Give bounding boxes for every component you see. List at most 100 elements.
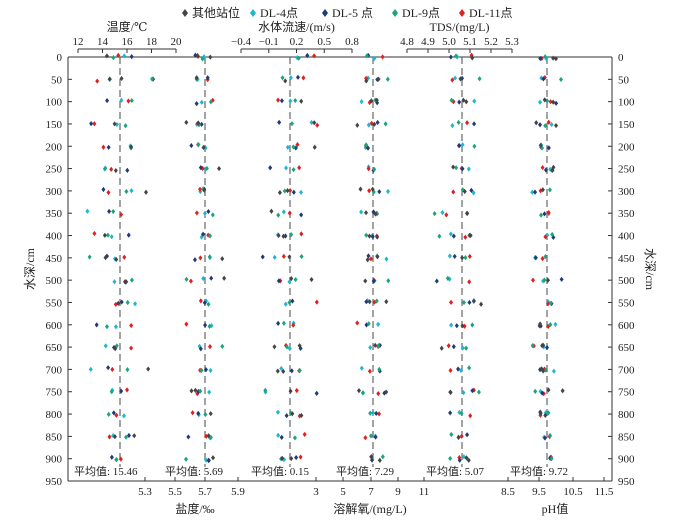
data-point-145 bbox=[222, 275, 227, 281]
data-point-436 bbox=[479, 301, 484, 307]
data-point-253 bbox=[279, 365, 284, 372]
data-point-437 bbox=[471, 298, 476, 304]
data-point-63 bbox=[104, 324, 109, 330]
data-point-201 bbox=[312, 120, 317, 126]
ytick-label-left-10: 500 bbox=[46, 275, 63, 287]
data-point-366 bbox=[374, 410, 379, 417]
data-point-524 bbox=[531, 277, 536, 283]
data-point-192 bbox=[288, 98, 293, 104]
data-point-310 bbox=[385, 188, 390, 195]
data-point-541 bbox=[530, 343, 535, 349]
legend-label-1: DL-4点 bbox=[260, 6, 298, 20]
data-point-454 bbox=[470, 388, 475, 394]
data-point-240 bbox=[314, 299, 319, 305]
data-point-70 bbox=[110, 366, 115, 373]
ytick-label-left-15: 750 bbox=[46, 387, 63, 399]
data-point-469 bbox=[457, 457, 462, 463]
data-point-146 bbox=[204, 298, 209, 304]
data-point-457 bbox=[448, 389, 453, 396]
data-point-527 bbox=[545, 277, 550, 283]
data-point-81 bbox=[106, 411, 111, 418]
data-point-390 bbox=[457, 99, 462, 105]
data-point-148 bbox=[202, 300, 207, 306]
data-point-289 bbox=[364, 78, 369, 84]
data-point-89 bbox=[118, 456, 123, 462]
data-point-242 bbox=[287, 299, 292, 306]
data-point-490 bbox=[546, 119, 551, 125]
data-point-122 bbox=[217, 165, 222, 172]
data-point-4 bbox=[104, 53, 109, 59]
data-point-6 bbox=[95, 78, 100, 84]
data-point-452 bbox=[461, 390, 466, 396]
data-point-116 bbox=[196, 142, 201, 148]
data-point-388 bbox=[472, 98, 477, 104]
data-point-340 bbox=[372, 299, 377, 305]
ytick-label-right-9: 450 bbox=[618, 253, 635, 265]
data-point-157 bbox=[220, 343, 225, 349]
data-point-418 bbox=[463, 234, 468, 240]
data-point-354 bbox=[359, 365, 364, 371]
data-point-315 bbox=[358, 186, 363, 192]
data-point-137 bbox=[198, 255, 203, 261]
data-point-445 bbox=[451, 343, 456, 350]
ytick-label-left-19: 950 bbox=[46, 476, 63, 488]
data-point-320 bbox=[364, 210, 369, 216]
data-point-547 bbox=[543, 367, 548, 373]
data-point-2 bbox=[129, 54, 134, 60]
data-point-269 bbox=[299, 412, 304, 419]
ytick-label-right-13: 650 bbox=[618, 342, 635, 354]
data-point-476 bbox=[543, 54, 548, 60]
data-point-471 bbox=[464, 455, 469, 461]
data-point-312 bbox=[377, 189, 382, 195]
data-point-422 bbox=[467, 232, 472, 238]
ytick-label-right-12: 600 bbox=[618, 320, 635, 332]
data-point-3 bbox=[111, 55, 116, 61]
data-point-41 bbox=[126, 232, 131, 238]
data-point-324 bbox=[370, 234, 375, 240]
data-point-187 bbox=[288, 75, 293, 81]
bottom-tick-label-0-1: 5.5 bbox=[168, 486, 182, 498]
data-point-309 bbox=[372, 166, 377, 173]
data-point-221 bbox=[269, 208, 274, 214]
data-point-231 bbox=[299, 253, 304, 260]
data-point-80 bbox=[111, 410, 116, 416]
data-point-311 bbox=[367, 188, 372, 194]
data-point-380 bbox=[448, 54, 453, 60]
data-point-28 bbox=[102, 166, 107, 172]
data-point-459 bbox=[468, 413, 473, 419]
data-point-138 bbox=[192, 257, 197, 263]
data-point-26 bbox=[109, 166, 114, 172]
data-point-198 bbox=[315, 122, 320, 128]
data-point-550 bbox=[538, 388, 543, 394]
data-point-415 bbox=[432, 211, 437, 217]
data-point-147 bbox=[198, 298, 203, 304]
data-point-361 bbox=[360, 390, 365, 396]
data-point-521 bbox=[533, 255, 538, 261]
data-point-382 bbox=[470, 55, 475, 61]
data-point-491 bbox=[538, 122, 543, 128]
top-axis-title-2: TDS/(mg/L) bbox=[430, 20, 490, 34]
ytick-label-right-2: 100 bbox=[618, 97, 635, 109]
data-point-46 bbox=[104, 253, 109, 259]
data-point-172 bbox=[208, 411, 213, 417]
data-point-59 bbox=[116, 300, 121, 306]
data-point-569 bbox=[549, 456, 554, 462]
legend-marker-1 bbox=[250, 9, 256, 17]
data-point-444 bbox=[446, 343, 451, 349]
data-point-155 bbox=[207, 344, 212, 350]
data-point-367 bbox=[368, 410, 373, 416]
data-point-406 bbox=[451, 164, 456, 170]
data-point-420 bbox=[437, 233, 442, 239]
top-tick-label-0-4: 20 bbox=[171, 36, 183, 48]
data-point-225 bbox=[289, 232, 294, 238]
data-point-139 bbox=[207, 254, 212, 260]
data-point-252 bbox=[297, 343, 302, 349]
data-point-484 bbox=[548, 99, 553, 105]
data-point-39 bbox=[109, 234, 114, 240]
data-point-288 bbox=[376, 76, 381, 82]
data-point-77 bbox=[109, 389, 114, 395]
data-point-54 bbox=[124, 279, 129, 285]
data-point-142 bbox=[188, 278, 193, 284]
data-point-12 bbox=[126, 98, 131, 104]
data-point-419 bbox=[451, 233, 456, 239]
